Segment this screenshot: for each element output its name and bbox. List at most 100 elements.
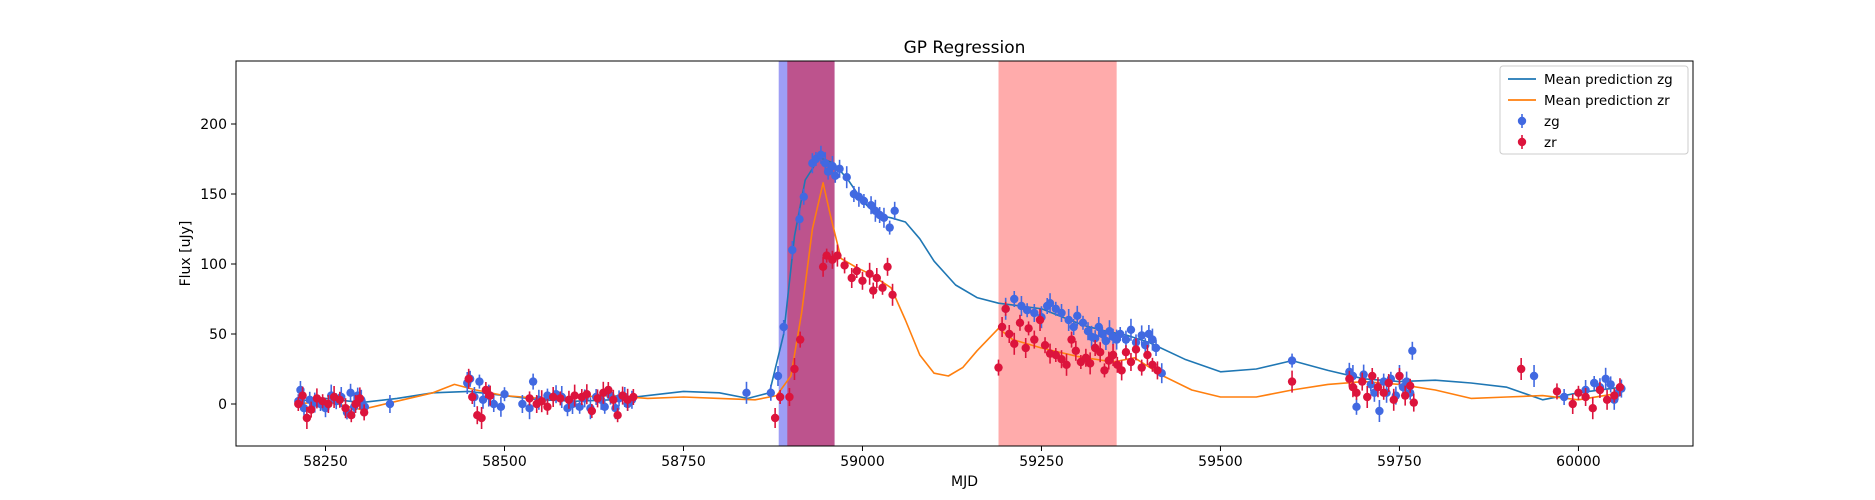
data-point-zr [872, 268, 881, 288]
data-point-zg [1126, 318, 1136, 341]
data-point-zr [341, 398, 350, 419]
y-axis-ticks: 0 50 100 150 200 [200, 117, 236, 413]
data-point-zr [888, 283, 897, 306]
data-point-zg [1069, 319, 1078, 335]
data-point-zg [500, 387, 509, 402]
data-point-zr [570, 384, 579, 407]
data-point-zr [468, 390, 477, 404]
data-point-zr [1581, 388, 1590, 406]
data-point-zg [1116, 327, 1125, 341]
data-point-zr [840, 257, 849, 274]
data-point-zg [1352, 398, 1361, 415]
data-point-zr [593, 389, 602, 408]
data-point-zg [828, 156, 837, 176]
x-tick-label: 58250 [303, 454, 348, 470]
data-point-zr [1121, 345, 1131, 360]
data-point-zg [1057, 304, 1066, 322]
x-tick-label: 59750 [1377, 454, 1422, 470]
data-point-zr [582, 384, 592, 405]
data-point-zg [742, 381, 751, 404]
data-point-zr [306, 401, 316, 418]
y-axis-label: Flux [uJy] [178, 221, 194, 287]
data-point-zr [1143, 345, 1152, 365]
data-point-zr [587, 404, 597, 418]
data-point-zg [1030, 304, 1039, 322]
data-point-zr [537, 390, 546, 413]
data-point-zr [1030, 330, 1039, 349]
x-axis-ticks: 58250 58500 58750 59000 59250 59500 59750 60000 [303, 446, 1601, 470]
legend-item: zg [1517, 114, 1560, 130]
data-point-zg [835, 159, 844, 178]
data-point-zg [842, 166, 851, 189]
observed-points [294, 145, 1626, 429]
data-point-zr [1384, 374, 1393, 392]
data-point-zr [1352, 385, 1361, 400]
data-point-zr [1405, 378, 1415, 393]
data-point-zr [556, 391, 565, 406]
x-tick-label: 58750 [661, 454, 706, 470]
data-point-zr [347, 408, 356, 423]
data-point-zr [1389, 388, 1398, 411]
legend-label: zr [1544, 135, 1557, 151]
data-point-zr [1067, 331, 1076, 348]
y-tick-label: 0 [218, 397, 227, 413]
data-point-zg [788, 241, 797, 259]
data-point-zg [1606, 376, 1615, 393]
data-point-zr [818, 256, 828, 277]
data-point-zr [1345, 370, 1354, 387]
plot-frame [235, 60, 1694, 447]
data-point-zr [994, 359, 1003, 376]
data-point-zg [518, 395, 527, 413]
data-point-zr [1595, 382, 1605, 398]
data-point-zg [1151, 340, 1161, 356]
data-point-zr [785, 388, 794, 406]
data-point-zr [1071, 340, 1081, 361]
data-point-zr [1153, 361, 1162, 380]
data-point-zr [1516, 358, 1526, 380]
data-point-zg [1064, 309, 1073, 331]
data-point-zg [773, 366, 783, 386]
data-point-zr [790, 358, 799, 380]
data-point-zr [477, 407, 486, 429]
data-point-zg [600, 399, 609, 414]
data-point-zr [1568, 394, 1577, 414]
data-point-zg [489, 396, 498, 412]
x-tick-label: 59250 [1019, 454, 1064, 470]
data-point-zg [1045, 293, 1055, 314]
data-point-zg [475, 374, 484, 389]
data-point-zr [294, 397, 303, 411]
data-point-zr [1095, 342, 1105, 363]
data-point-zr [1117, 360, 1126, 381]
data-point-zr [543, 398, 552, 415]
legend-label: zg [1544, 114, 1560, 130]
data-point-zr [775, 390, 785, 404]
data-point-zr [604, 382, 613, 398]
data-point-zr [869, 282, 878, 299]
data-point-zr [1005, 325, 1014, 343]
data-point-zg [890, 201, 899, 220]
data-point-zr [1373, 377, 1383, 398]
legend-label: Mean prediction zg [1544, 72, 1673, 88]
data-point-zr [1100, 363, 1109, 378]
data-point-zg [1010, 291, 1019, 307]
data-point-zr [1409, 393, 1418, 412]
x-tick-label: 59000 [840, 454, 885, 470]
data-point-zr [335, 391, 345, 408]
data-point-zr [865, 262, 874, 285]
prediction-line-1 [296, 156, 1622, 404]
y-tick-label: 100 [200, 257, 227, 273]
data-point-zr [1610, 388, 1619, 403]
data-point-zg [1559, 389, 1569, 405]
data-point-zg [1073, 305, 1082, 326]
data-point-zr [302, 407, 312, 429]
data-point-zr [485, 385, 495, 406]
data-point-zg [1408, 341, 1417, 360]
data-point-zg [1375, 400, 1384, 422]
legend: Mean prediction zg Mean prediction zr zg zr [1499, 65, 1689, 155]
data-point-zr [858, 271, 867, 290]
y-tick-label: 150 [200, 187, 227, 203]
data-point-zr [1015, 314, 1025, 331]
data-point-zr [324, 395, 333, 413]
data-point-zr [1615, 378, 1625, 397]
